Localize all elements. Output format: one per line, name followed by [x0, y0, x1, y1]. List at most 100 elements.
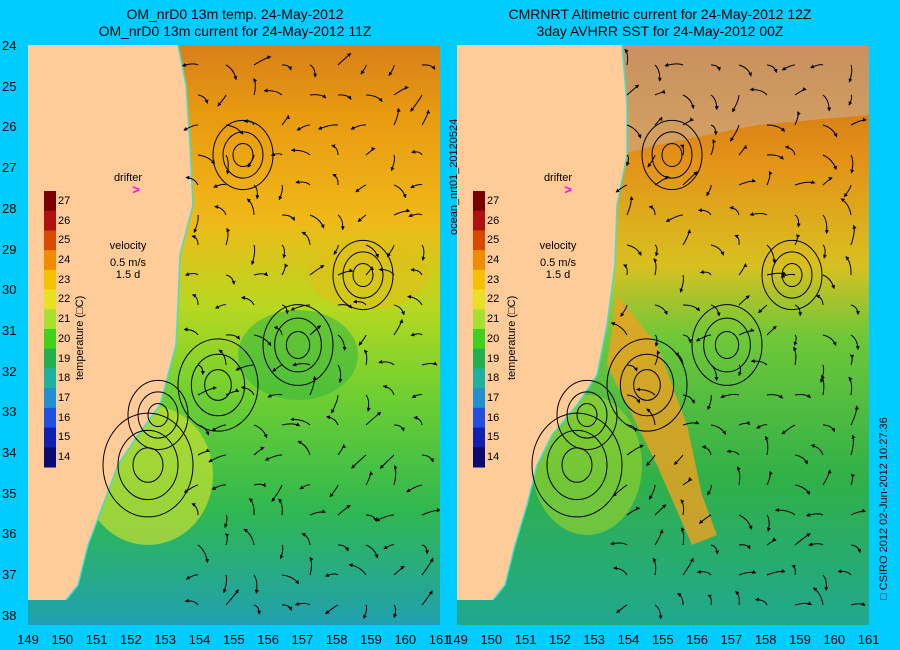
current-arrow — [184, 598, 199, 606]
current-arrow — [193, 214, 199, 234]
colorbar-tick-label: 26 — [487, 214, 500, 227]
current-arrow — [710, 304, 721, 317]
right-title-line2: 3day AVHRR SST for 24-May-2012 00Z — [536, 23, 784, 39]
right-x-tick-label: 150 — [480, 632, 503, 647]
current-arrow — [358, 334, 367, 346]
current-arrow — [337, 304, 352, 309]
colorbar-tick-label: 16 — [487, 411, 500, 424]
y-tick-label: 25 — [2, 78, 17, 94]
right-x-tick-label: 161 — [857, 632, 880, 647]
current-arrow — [781, 424, 796, 435]
current-streamlines — [102, 52, 440, 619]
colorbar-tick-label: 20 — [58, 332, 71, 345]
current-arrow — [410, 184, 423, 189]
current-arrow — [730, 124, 740, 142]
eddy-streamline — [771, 251, 813, 299]
eddy-streamline — [641, 119, 703, 191]
current-arrow — [299, 484, 311, 490]
current-arrow — [652, 557, 657, 576]
current-arrow — [393, 184, 407, 199]
current-arrow — [647, 154, 656, 168]
left-x-tick-label: 153 — [154, 632, 177, 647]
current-arrow — [794, 214, 801, 228]
current-arrow — [337, 94, 352, 100]
current-arrow — [822, 574, 829, 592]
current-arrow — [677, 593, 684, 606]
current-arrow — [296, 124, 311, 131]
current-arrow — [815, 294, 824, 306]
current-arrow — [281, 604, 293, 611]
current-arrow — [682, 394, 695, 404]
current-arrow — [736, 466, 741, 486]
current-arrow — [710, 364, 719, 382]
current-arrow — [612, 484, 628, 497]
current-arrow — [654, 334, 659, 347]
coastline — [65, 45, 194, 601]
current-arrow — [822, 469, 832, 486]
current-arrow — [197, 154, 215, 165]
current-arrow — [710, 244, 725, 256]
current-arrow — [808, 542, 824, 547]
current-arrow — [191, 234, 199, 246]
current-arrow — [253, 271, 269, 277]
current-arrow — [653, 258, 658, 276]
eddy-streamline — [262, 304, 334, 386]
current-arrow — [738, 295, 750, 306]
colorbar-tick-label: 27 — [58, 194, 71, 207]
current-arrow — [764, 435, 769, 456]
eddy-streamline — [352, 262, 374, 288]
right-x-tick-label: 155 — [651, 632, 674, 647]
y-tick-label: 27 — [2, 160, 17, 176]
current-arrow — [680, 144, 685, 156]
current-arrow — [738, 514, 753, 530]
current-arrow — [191, 503, 199, 516]
current-arrow — [270, 152, 283, 157]
current-arrow — [197, 544, 210, 564]
current-arrow — [421, 361, 438, 366]
current-arrow — [183, 484, 199, 493]
current-streamlines — [531, 48, 867, 620]
current-arrow — [352, 299, 367, 306]
right-x-tick-label: 153 — [583, 632, 606, 647]
current-arrow — [766, 325, 777, 336]
current-arrow — [821, 374, 825, 396]
current-arrow — [682, 334, 693, 344]
current-arrow — [822, 177, 833, 186]
current-arrow — [822, 124, 838, 138]
current-arrow — [710, 124, 718, 136]
current-arrow — [774, 508, 796, 516]
y-tick-label: 24 — [2, 38, 17, 53]
current-arrow — [682, 304, 701, 312]
current-arrow — [281, 422, 301, 427]
current-arrow — [225, 124, 244, 135]
current-arrow — [794, 234, 801, 246]
current-arrow — [780, 273, 796, 278]
left-x-tick-label: 149 — [17, 632, 39, 647]
current-arrow — [626, 124, 642, 139]
left-x-tick-label: 151 — [85, 632, 108, 647]
colorbar-swatch — [44, 427, 56, 448]
current-arrow — [710, 139, 717, 156]
current-arrow — [393, 208, 411, 216]
current-arrow — [610, 321, 628, 336]
eddy-streamline — [661, 142, 683, 168]
current-arrow — [626, 424, 638, 433]
current-arrow — [281, 304, 290, 315]
current-arrow — [682, 477, 693, 486]
current-arrow — [726, 449, 740, 456]
eddy-streamline — [177, 338, 259, 432]
right-drifter-marker: > — [564, 182, 572, 197]
colorbar-swatch — [473, 309, 485, 330]
current-arrow — [243, 119, 255, 126]
y-tick-label: 37 — [2, 567, 17, 583]
current-arrow — [281, 214, 295, 221]
current-arrow — [680, 527, 685, 546]
y-tick-label: 30 — [2, 282, 17, 298]
current-arrow — [411, 394, 423, 399]
current-arrow — [707, 484, 712, 496]
current-arrow — [333, 244, 339, 255]
current-arrow — [710, 424, 726, 435]
current-arrow — [355, 184, 367, 193]
colorbar-swatch — [44, 230, 56, 251]
eddy-streamline — [274, 317, 322, 373]
